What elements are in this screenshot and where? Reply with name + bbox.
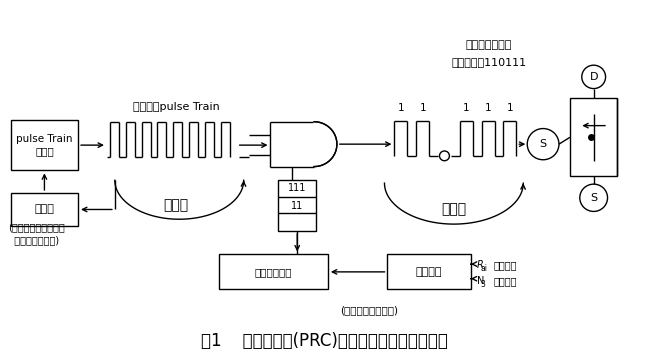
Text: 通断脉冲串110111: 通断脉冲串110111 [451, 57, 526, 67]
Text: (自有最优化算法逻辑: (自有最优化算法逻辑 [8, 222, 65, 232]
Text: 调整环: 调整环 [441, 203, 467, 217]
Text: 脉冲比控制器: 脉冲比控制器 [255, 267, 292, 277]
Text: S: S [590, 193, 597, 203]
Bar [11, 193, 78, 226]
Bar [570, 98, 618, 176]
Text: S: S [540, 139, 547, 149]
Text: 1: 1 [507, 103, 513, 113]
Bar [11, 120, 78, 171]
Text: 不必另外编程序): 不必另外编程序) [8, 235, 59, 245]
Bar [279, 180, 316, 231]
Text: N: N [477, 276, 484, 286]
Text: 图1    脉冲比控制(PRC)系统最优化脉冲串示意图: 图1 脉冲比控制(PRC)系统最优化脉冲串示意图 [201, 332, 447, 350]
Text: R: R [477, 260, 483, 270]
Text: 1: 1 [485, 103, 491, 113]
Text: 电流取样: 电流取样 [494, 260, 517, 270]
Text: 电压取样: 电压取样 [494, 276, 517, 286]
Text: pulse Train
发生器: pulse Train 发生器 [16, 134, 73, 156]
Text: 最优化的pulse Train: 最优化的pulse Train [133, 102, 220, 112]
Polygon shape [314, 122, 337, 167]
Bar [388, 254, 470, 290]
Text: 1: 1 [463, 103, 470, 113]
Text: D: D [590, 72, 598, 82]
Text: 111: 111 [288, 183, 307, 193]
Text: (数码反馈不用补偿): (数码反馈不用补偿) [341, 305, 399, 315]
Text: 3: 3 [481, 280, 485, 289]
Text: 最优化: 最优化 [34, 205, 54, 215]
Text: 优化环: 优化环 [164, 198, 189, 212]
Bar [219, 254, 328, 290]
Text: ai: ai [481, 264, 488, 273]
Text: 11: 11 [291, 201, 303, 211]
Text: 数控开关管强电: 数控开关管强电 [465, 40, 512, 50]
Text: 1: 1 [419, 103, 426, 113]
Text: 1: 1 [397, 103, 404, 113]
Text: 反馈控制: 反馈控制 [416, 267, 443, 277]
